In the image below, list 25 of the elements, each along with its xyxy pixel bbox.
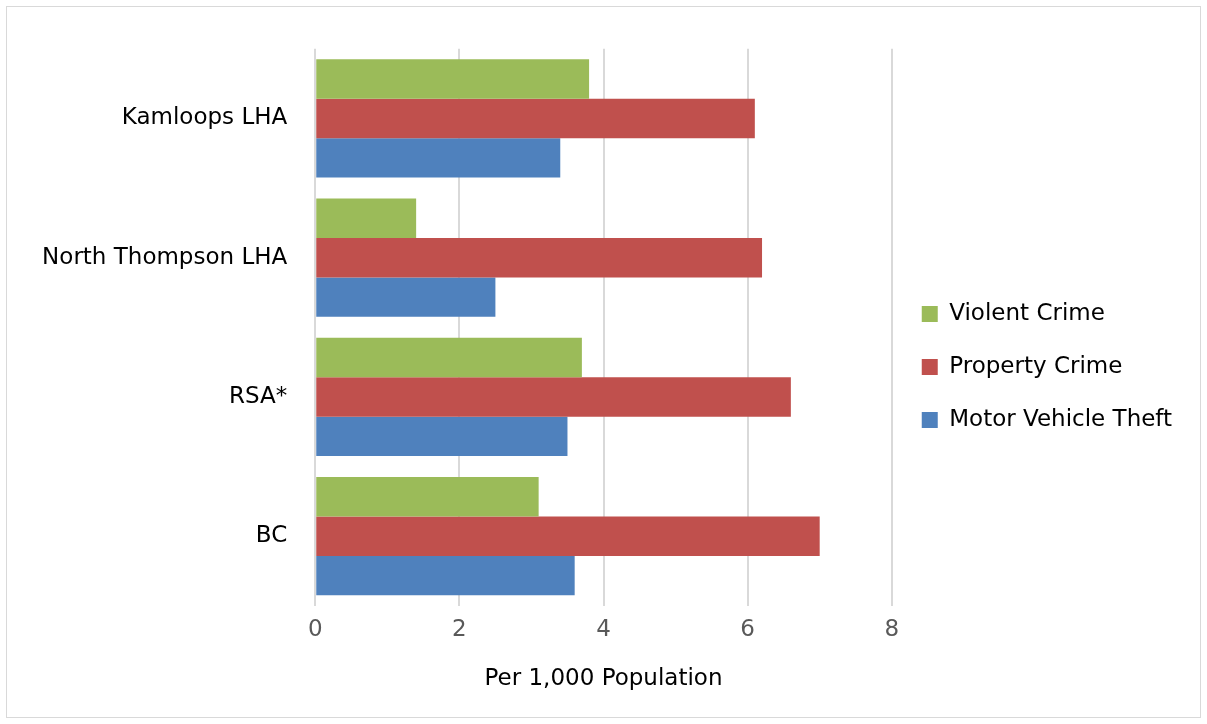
bar	[316, 59, 590, 99]
bar	[316, 138, 561, 178]
bar	[316, 416, 568, 457]
bar	[316, 237, 763, 278]
legend-label: Property Crime	[949, 351, 1123, 378]
legend-label: Violent Crime	[949, 298, 1105, 325]
x-tick-label: 2	[452, 614, 467, 641]
bar	[316, 555, 575, 596]
x-tick-label: 0	[307, 614, 323, 641]
y-tick-label: RSA*	[229, 381, 288, 408]
bar	[316, 377, 791, 417]
x-tick-label: 4	[596, 614, 611, 641]
bar	[316, 516, 820, 556]
x-tick-label: 6	[740, 614, 755, 641]
y-tick-label: BC	[255, 521, 288, 548]
y-tick-label: Kamloops LHA	[121, 103, 288, 130]
x-tick-label: 8	[884, 614, 900, 641]
y-tick-label: North Thompson LHA	[42, 242, 288, 269]
bar	[316, 98, 755, 139]
x-axis-title: Per 1,000 Population	[484, 664, 723, 691]
bar	[316, 337, 582, 378]
bar	[316, 198, 417, 238]
bar	[316, 277, 496, 317]
legend-label: Motor Vehicle Theft	[949, 404, 1173, 431]
bar	[316, 476, 539, 517]
